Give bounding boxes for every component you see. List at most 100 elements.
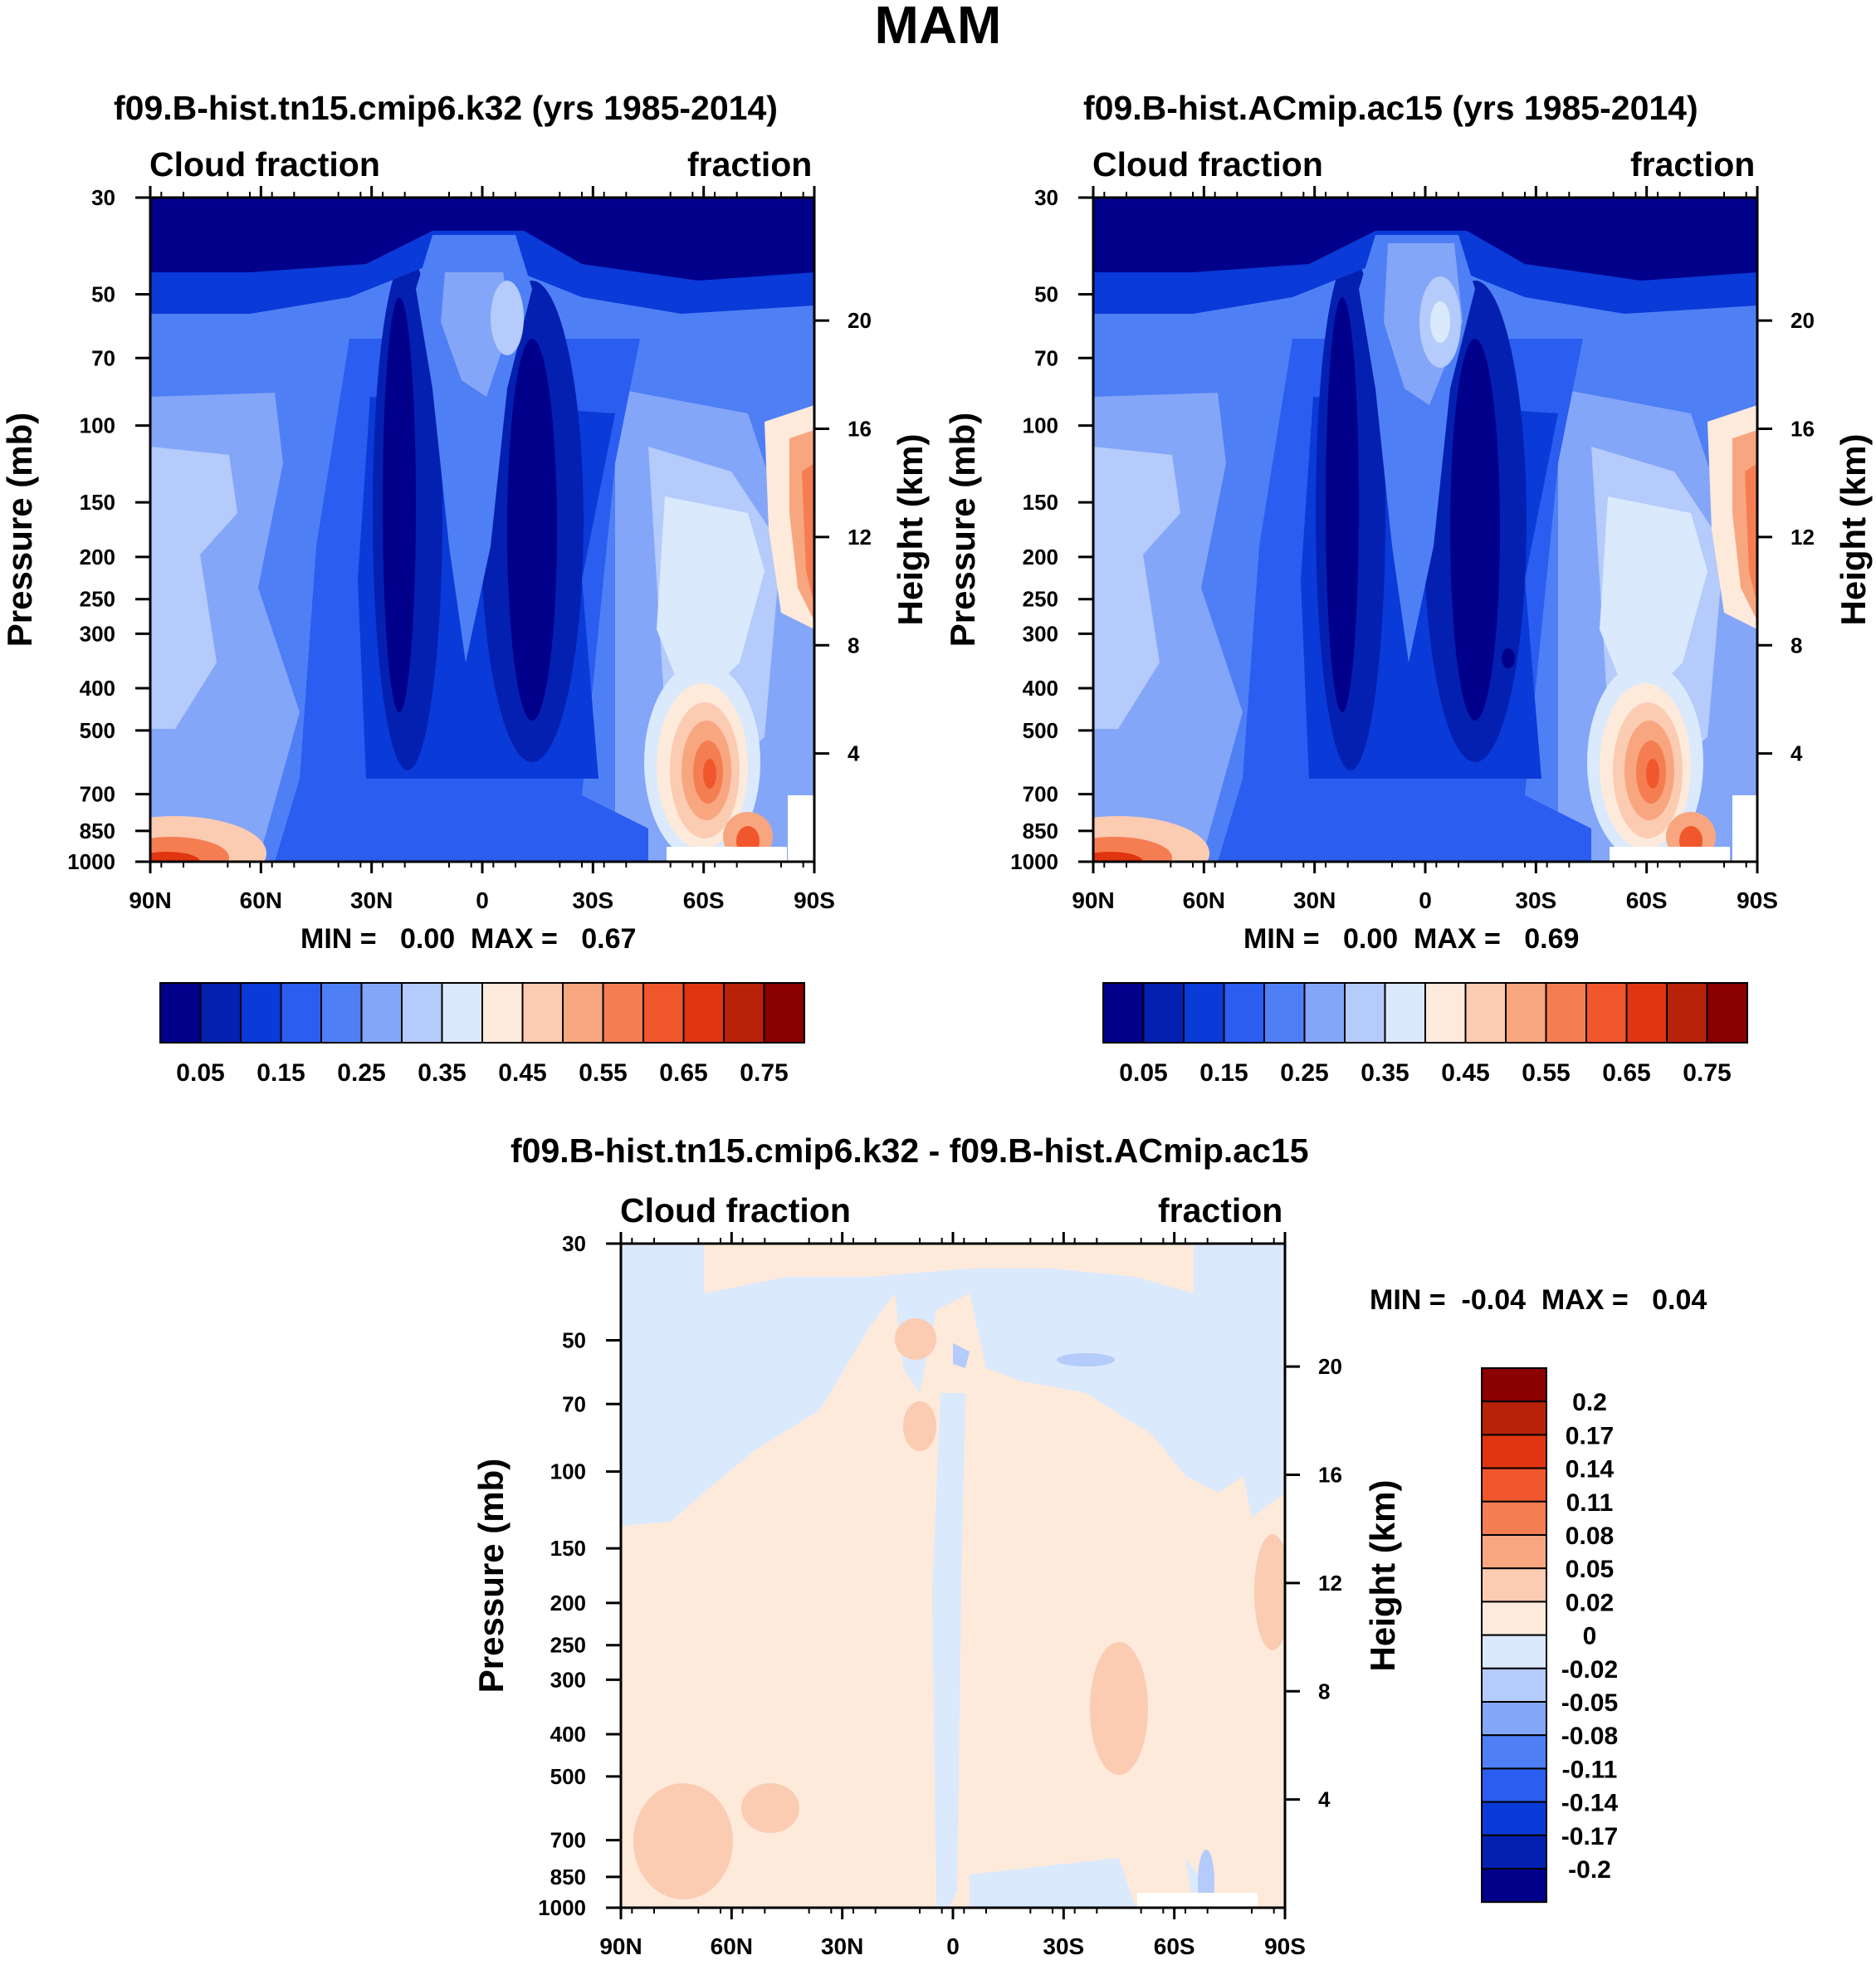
lat-tick-label: 30S bbox=[572, 887, 613, 913]
pressure-tick-label: 200 bbox=[80, 545, 115, 569]
pressure-tick-label: 500 bbox=[80, 718, 115, 743]
panel1-right-label: fraction bbox=[687, 145, 813, 183]
colorbar-label: 0.15 bbox=[256, 1059, 305, 1087]
colorbar-label: 0.05 bbox=[176, 1059, 224, 1087]
colorbar-swatch bbox=[1142, 982, 1185, 1044]
pressure-tick-label: 850 bbox=[1023, 819, 1058, 843]
pressure-tick-label: 250 bbox=[80, 587, 115, 612]
contour-pos-0.05-b bbox=[741, 1783, 799, 1833]
colorbar-label: 0.11 bbox=[1566, 1489, 1614, 1517]
pressure-tick-label: 150 bbox=[1023, 490, 1058, 515]
pressure-tick-label: 50 bbox=[1034, 282, 1058, 307]
contour-pos-0.05-e bbox=[1090, 1642, 1148, 1775]
contour-sh-subtropic-core bbox=[507, 339, 557, 721]
contour-equatorial-negative bbox=[932, 1393, 965, 1908]
panel1-ylabel: Pressure (mb) bbox=[0, 412, 39, 648]
contour-arctic-core bbox=[1093, 852, 1143, 862]
colorbar-label: 0.05 bbox=[1566, 1556, 1614, 1583]
height-tick-label: 8 bbox=[1791, 633, 1802, 657]
pressure-tick-label: 700 bbox=[550, 1828, 586, 1853]
colorbar-swatch bbox=[1481, 1500, 1547, 1537]
colorbar-swatch bbox=[763, 982, 805, 1044]
panel2-plot: 30 50 70 100 150 200 250 300 400 500 700 850 1000 20 1… bbox=[1010, 185, 1815, 913]
contour-pos-0.05-f bbox=[1254, 1534, 1285, 1650]
colorbar-swatch bbox=[642, 982, 685, 1044]
pressure-tick-label: 500 bbox=[1023, 718, 1058, 743]
pressure-tick-label: 100 bbox=[550, 1459, 586, 1484]
colorbar-swatch bbox=[1481, 1534, 1547, 1570]
height-tick-label: 8 bbox=[848, 633, 859, 657]
lat-tick-label: 30N bbox=[821, 1933, 863, 1959]
height-tick-label: 8 bbox=[1318, 1679, 1330, 1703]
pressure-tick-label: 700 bbox=[1023, 782, 1058, 807]
panel3-right-label: fraction bbox=[1158, 1191, 1283, 1229]
colorbar-swatch bbox=[1481, 1868, 1547, 1904]
pressure-tick-label: 700 bbox=[80, 782, 115, 807]
colorbar-label: 0.25 bbox=[337, 1059, 385, 1087]
colorbar-label: -0.2 bbox=[1568, 1856, 1611, 1884]
colorbar-label: 0.55 bbox=[579, 1059, 627, 1087]
contour-antarctic-core bbox=[1745, 463, 1757, 604]
colorbar-label: -0.17 bbox=[1561, 1823, 1618, 1850]
colorbar-label: 0.2 bbox=[1572, 1389, 1607, 1416]
pressure-tick-label: 400 bbox=[80, 676, 115, 701]
pressure-tick-label: 70 bbox=[1034, 345, 1058, 370]
height-tick-label: 16 bbox=[848, 417, 872, 442]
lat-tick-label: 0 bbox=[946, 1933, 960, 1959]
pressure-tick-label: 300 bbox=[550, 1667, 586, 1692]
pressure-tick-label: 100 bbox=[80, 413, 115, 438]
lat-tick-label: 90N bbox=[129, 887, 171, 913]
colorbar-label: 0.08 bbox=[1566, 1523, 1614, 1550]
panel1-left-label: Cloud fraction bbox=[149, 145, 380, 183]
colorbar-swatch bbox=[1102, 982, 1145, 1044]
colorbar-swatch bbox=[159, 982, 202, 1044]
pressure-tick-label: 200 bbox=[1023, 545, 1058, 569]
colorbar-swatch bbox=[1223, 982, 1265, 1044]
colorbar-swatch bbox=[1666, 982, 1708, 1044]
axes: 30 50 70 100 150 200 250 300 400 500 700 850 1000 20 1… bbox=[67, 185, 872, 913]
colorbar-swatch bbox=[1545, 982, 1587, 1044]
lat-tick-label: 60N bbox=[1183, 887, 1225, 913]
height-tick-label: 20 bbox=[848, 308, 872, 333]
contour-bottom-negative bbox=[970, 1858, 1136, 1908]
colorbar-label: 0.45 bbox=[1441, 1059, 1489, 1087]
colorbar-swatch bbox=[360, 982, 403, 1044]
colorbar-swatch bbox=[1481, 1467, 1547, 1503]
colorbar-swatch bbox=[1384, 982, 1426, 1044]
pressure-tick-label: 250 bbox=[1023, 587, 1058, 612]
contour-local-min bbox=[1502, 648, 1515, 668]
pressure-tick-label: 70 bbox=[562, 1391, 586, 1416]
colorbar-swatch bbox=[280, 982, 322, 1044]
pressure-tick-label: 500 bbox=[550, 1764, 586, 1789]
pressure-tick-label: 1000 bbox=[538, 1895, 586, 1920]
lat-tick-label: 90S bbox=[794, 887, 835, 913]
lat-tick-label: 60N bbox=[711, 1933, 753, 1959]
panel2-left-label: Cloud fraction bbox=[1092, 145, 1323, 183]
contour-sc-0.65 bbox=[703, 759, 716, 789]
panel3-title: f09.B-hist.tn15.cmip6.k32 - f09.B-hist.A… bbox=[511, 1132, 1309, 1170]
colorbar-panel2: 0.05 0.15 0.25 0.35 0.45 0.55 0.65 0.75 bbox=[1102, 982, 1748, 1087]
colorbar-swatch bbox=[320, 982, 363, 1044]
pressure-tick-label: 100 bbox=[1023, 413, 1058, 438]
missing-data bbox=[667, 847, 787, 862]
colorbar-swatch bbox=[1303, 982, 1346, 1044]
pressure-tick-label: 1000 bbox=[67, 849, 115, 874]
height-tick-label: 20 bbox=[1318, 1354, 1342, 1379]
pressure-tick-label: 850 bbox=[550, 1865, 586, 1889]
colorbar-label: 0.35 bbox=[418, 1059, 466, 1087]
panel1-title: f09.B-hist.tn15.cmip6.k32 (yrs 1985-2014… bbox=[114, 89, 778, 127]
lat-tick-label: 30N bbox=[350, 887, 393, 913]
lat-tick-label: 90N bbox=[1072, 887, 1114, 913]
colorbar-swatch bbox=[1585, 982, 1628, 1044]
colorbar-swatch bbox=[1481, 1601, 1547, 1636]
contour-sh-subtropic-core bbox=[1450, 339, 1500, 721]
lat-tick-label: 30S bbox=[1043, 1933, 1084, 1959]
colorbar-swatch bbox=[1481, 1767, 1547, 1803]
colorbar-label: 0.45 bbox=[498, 1059, 546, 1087]
panel1-ylabel-right: Height (km) bbox=[891, 433, 930, 626]
colorbar-label: 0.02 bbox=[1566, 1589, 1614, 1616]
contour-sc-0.65 bbox=[1646, 759, 1659, 789]
colorbar-swatch bbox=[1481, 1434, 1547, 1469]
lat-tick-label: 60N bbox=[240, 887, 282, 913]
colorbar-label: 0.55 bbox=[1522, 1059, 1570, 1087]
